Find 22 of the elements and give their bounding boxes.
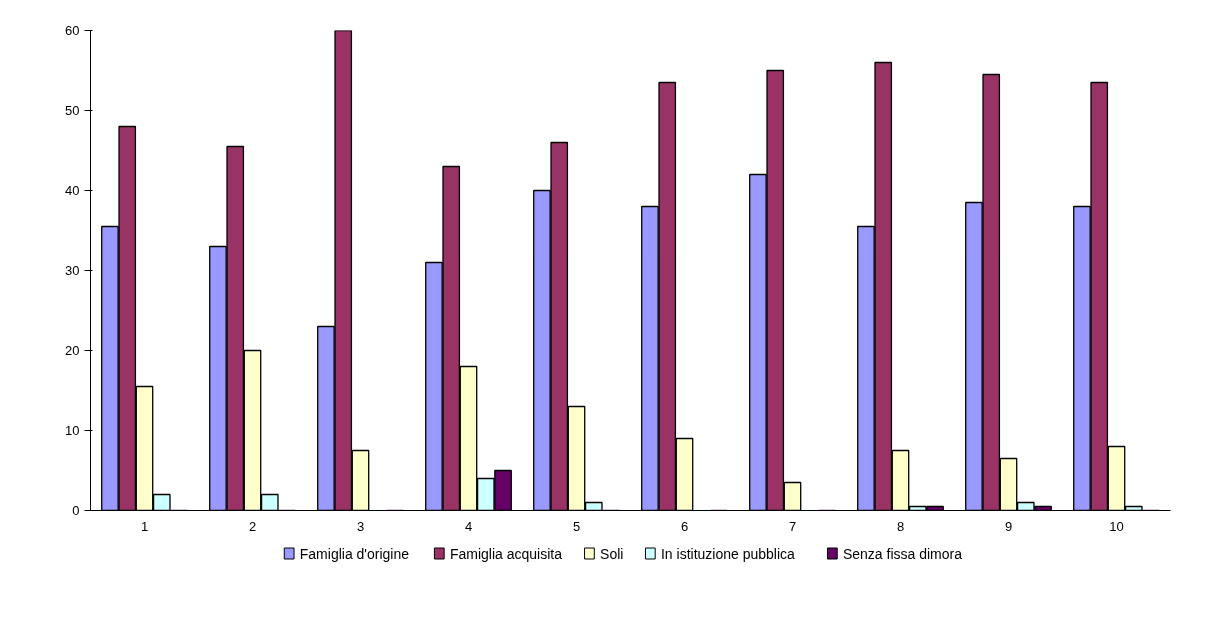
x-tick-label: 2 (248, 518, 257, 534)
y-tick-label: 20 (65, 343, 80, 358)
x-tick-label: 3 (356, 518, 365, 534)
y-tick-label: 50 (65, 103, 80, 118)
legend-label: In istituzione pubblica (660, 545, 796, 562)
legend-label: Famiglia d'origine (299, 545, 410, 562)
legend-label: Senza fissa dimora (842, 545, 963, 562)
y-tick-label: 40 (65, 183, 80, 198)
x-tick-label: 4 (464, 518, 473, 534)
x-tick-label: 10 (1109, 518, 1124, 534)
x-tick-label: 5 (572, 518, 581, 534)
x-tick-label: 7 (788, 518, 797, 534)
x-tick-label: 6 (680, 518, 689, 534)
x-tick-label: 1 (140, 518, 149, 534)
y-tick-label: 10 (65, 423, 80, 438)
legend-label: Famiglia acquisita (449, 545, 563, 562)
legend-label: Soli (600, 545, 624, 562)
y-tick-label: 0 (72, 503, 80, 518)
x-tick-label: 8 (896, 518, 905, 534)
y-tick-label: 30 (65, 263, 80, 278)
y-tick-label: 60 (65, 23, 80, 38)
x-tick-label: 9 (1004, 518, 1013, 534)
